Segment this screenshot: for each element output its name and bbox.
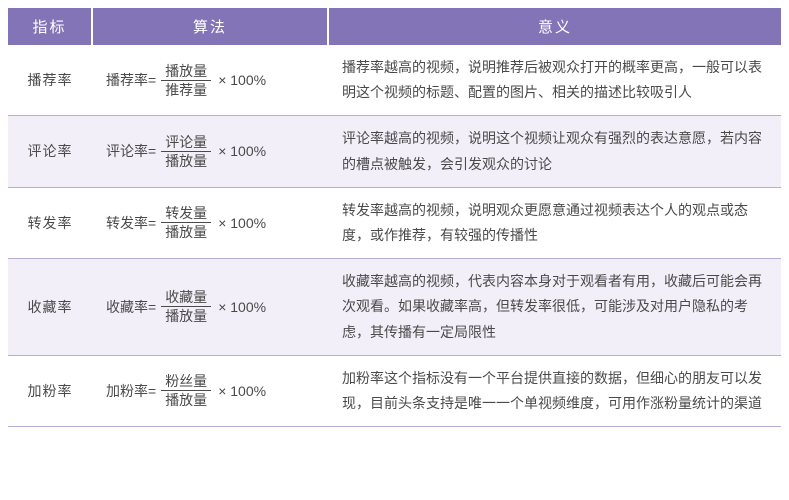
- fraction: 收藏量 播放量: [161, 289, 211, 324]
- table-row: 转发率 转发率= 转发量 播放量 × 100% 转发率越高的视频，说明观众更愿意…: [8, 187, 781, 258]
- formula-lhs: 转发率=: [106, 211, 156, 236]
- fraction-numerator: 播放量: [161, 63, 211, 81]
- header-meaning: 意义: [328, 8, 781, 45]
- formula-suffix: × 100%: [218, 139, 266, 164]
- metric-name: 加粉率: [8, 355, 92, 426]
- table-header-row: 指标 算法 意义: [8, 8, 781, 45]
- formula-suffix: × 100%: [218, 68, 266, 93]
- fraction-denominator: 播放量: [161, 152, 211, 169]
- metric-meaning: 收藏率越高的视频，代表内容本身对于观看者有用，收藏后可能会再次观看。如果收藏率高…: [328, 259, 781, 356]
- fraction: 评论量 播放量: [161, 134, 211, 169]
- table-row: 加粉率 加粉率= 粉丝量 播放量 × 100% 加粉率这个指标没有一个平台提供直…: [8, 355, 781, 426]
- fraction-denominator: 播放量: [161, 307, 211, 324]
- table-body: 播荐率 播荐率= 播放量 推荐量 × 100% 播荐率越高的视频，说明推荐后被观…: [8, 45, 781, 427]
- fraction-numerator: 评论量: [161, 134, 211, 152]
- metric-meaning: 加粉率这个指标没有一个平台提供直接的数据，但细心的朋友可以发现，目前头条支持是唯…: [328, 355, 781, 426]
- fraction-numerator: 收藏量: [161, 289, 211, 307]
- fraction-denominator: 播放量: [161, 391, 211, 408]
- table-row: 收藏率 收藏率= 收藏量 播放量 × 100% 收藏率越高的视频，代表内容本身对…: [8, 259, 781, 356]
- formula-lhs: 收藏率=: [106, 295, 156, 320]
- metric-formula: 收藏率= 收藏量 播放量 × 100%: [92, 259, 328, 356]
- fraction: 播放量 推荐量: [161, 63, 211, 98]
- metric-name: 转发率: [8, 187, 92, 258]
- header-formula: 算法: [92, 8, 328, 45]
- formula-lhs: 加粉率=: [106, 379, 156, 404]
- metric-meaning: 评论率越高的视频，说明这个视频让观众有强烈的表达意愿，若内容的槽点被触发，会引发…: [328, 116, 781, 187]
- formula-suffix: × 100%: [218, 211, 266, 236]
- metric-name: 播荐率: [8, 45, 92, 116]
- formula-suffix: × 100%: [218, 295, 266, 320]
- metric-formula: 加粉率= 粉丝量 播放量 × 100%: [92, 355, 328, 426]
- header-metric: 指标: [8, 8, 92, 45]
- metric-name: 收藏率: [8, 259, 92, 356]
- metric-name: 评论率: [8, 116, 92, 187]
- fraction: 转发量 播放量: [161, 205, 211, 240]
- metric-formula: 评论率= 评论量 播放量 × 100%: [92, 116, 328, 187]
- metric-formula: 转发率= 转发量 播放量 × 100%: [92, 187, 328, 258]
- formula-lhs: 评论率=: [106, 139, 156, 164]
- metric-formula: 播荐率= 播放量 推荐量 × 100%: [92, 45, 328, 116]
- metrics-table: 指标 算法 意义 播荐率 播荐率= 播放量 推荐量 × 100% 播荐率越高的视…: [8, 8, 781, 427]
- fraction-denominator: 播放量: [161, 223, 211, 240]
- formula-suffix: × 100%: [218, 379, 266, 404]
- table-row: 播荐率 播荐率= 播放量 推荐量 × 100% 播荐率越高的视频，说明推荐后被观…: [8, 45, 781, 116]
- metric-meaning: 播荐率越高的视频，说明推荐后被观众打开的概率更高，一般可以表明这个视频的标题、配…: [328, 45, 781, 116]
- fraction-numerator: 转发量: [161, 205, 211, 223]
- fraction-numerator: 粉丝量: [161, 373, 211, 391]
- table-row: 评论率 评论率= 评论量 播放量 × 100% 评论率越高的视频，说明这个视频让…: [8, 116, 781, 187]
- formula-lhs: 播荐率=: [106, 68, 156, 93]
- fraction-denominator: 推荐量: [161, 81, 211, 98]
- fraction: 粉丝量 播放量: [161, 373, 211, 408]
- metric-meaning: 转发率越高的视频，说明观众更愿意通过视频表达个人的观点或态度，或作推荐，有较强的…: [328, 187, 781, 258]
